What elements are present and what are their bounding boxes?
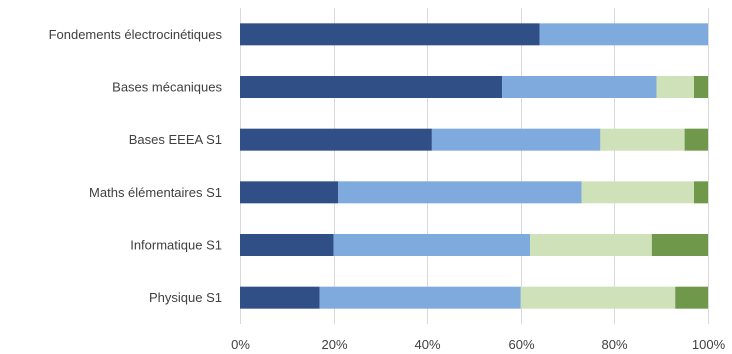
category-label: Bases mécaniques <box>112 80 222 95</box>
bar-segment <box>651 234 708 256</box>
category-label: Maths élémentaires S1 <box>89 185 222 200</box>
x-tick-label: 100% <box>692 337 726 352</box>
bar-segment <box>675 286 708 309</box>
bar-segment <box>520 286 676 309</box>
gridlines <box>240 8 709 324</box>
bar-segment <box>530 234 652 256</box>
bar-segment <box>684 128 708 151</box>
x-tick-label: 60% <box>508 337 534 352</box>
bar-segment <box>656 76 694 98</box>
bar-segment <box>240 234 334 256</box>
bar-segment <box>693 76 708 98</box>
bar-segment <box>338 181 582 204</box>
category-label: Physique S1 <box>149 290 222 305</box>
bars <box>240 23 708 309</box>
bar-segment <box>240 128 432 151</box>
bar-segment <box>502 76 657 98</box>
bar-segment <box>600 128 685 151</box>
category-label: Informatique S1 <box>130 238 222 253</box>
bar-segment <box>240 286 320 309</box>
bar-segment <box>431 128 601 151</box>
category-labels: Fondements électrocinétiques Bases mécani… <box>49 27 223 305</box>
x-tick-label: 20% <box>321 337 347 352</box>
bar-segment <box>240 23 540 46</box>
bar-segment <box>240 76 503 98</box>
bar-segment <box>693 181 708 204</box>
x-tick-label: 80% <box>601 337 627 352</box>
category-label: Bases EEEA S1 <box>129 132 222 147</box>
x-tick-label: 0% <box>231 337 250 352</box>
bar-segment <box>333 234 531 256</box>
bar-segment <box>319 286 521 309</box>
x-tick-label: 40% <box>414 337 440 352</box>
bar-segment <box>240 181 339 204</box>
bar-segment <box>539 23 708 46</box>
x-tick-labels: 0% 20% 40% 60% 80% 100% <box>231 337 725 352</box>
bar-segment <box>581 181 694 204</box>
category-label: Fondements électrocinétiques <box>49 27 223 42</box>
